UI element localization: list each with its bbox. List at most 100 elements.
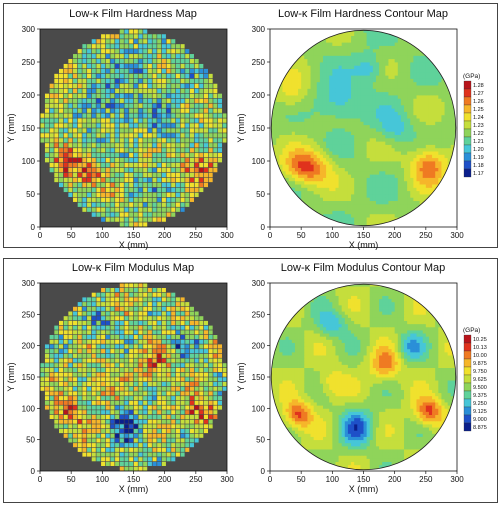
contour-cell [432,111,436,116]
contour-cell [388,134,392,139]
contour-cell [307,55,311,60]
contour-cell [385,114,389,119]
data-cell [124,118,129,123]
contour-cell [307,157,311,162]
contour-cell [344,38,349,43]
contour-cell [285,164,290,168]
contour-cell [438,88,442,93]
contour-cell [347,68,352,73]
data-cell [147,138,152,143]
contour-cell [291,184,296,188]
contour-cell [413,190,417,195]
contour-cell [416,75,420,79]
contour-cell [422,213,427,218]
contour-cell [450,197,455,201]
contour-cell [341,210,346,215]
contour-cell [375,32,380,36]
contour-cell [310,147,315,152]
data-cell [194,172,199,178]
contour-cell [438,164,442,168]
contour-cell [375,62,380,66]
contour-cell [419,157,424,162]
contour-cell [298,35,302,40]
contour-cell [379,88,383,93]
contour-cell [273,108,277,112]
data-cell [175,108,180,113]
contour-cell [441,71,445,76]
data-cell [115,133,120,138]
data-cell [194,143,199,148]
contour-cell [279,101,283,106]
contour-cell [450,200,455,205]
data-cell [124,466,129,471]
contour-cell [447,154,452,159]
contour-cell [276,118,280,122]
data-cell [110,202,115,207]
contour-cell [279,154,283,159]
contour-cell [351,154,355,159]
contour-cell [298,118,302,122]
contour-cell [313,137,318,142]
data-cell [82,54,87,59]
data-cell [180,63,185,69]
contour-cell [400,42,405,46]
contour-cell [397,170,402,175]
contour-cell [372,65,377,69]
data-cell [161,202,166,207]
contour-cell [298,38,302,43]
contour-cell [397,48,402,53]
contour-cell [400,81,405,86]
contour-cell [438,161,442,165]
contour-cell [432,71,436,76]
contour-cell [291,124,296,129]
contour-cell [450,124,455,129]
contour-cell [322,203,327,208]
data-cell [161,63,166,69]
contour-cell [391,137,396,142]
contour-cell [304,220,308,225]
contour-cell [404,81,408,86]
contour-cell [294,154,299,159]
contour-cell [404,207,408,211]
contour-cell [391,164,396,168]
contour-cell [316,154,321,159]
contour-cell [450,118,455,122]
data-cell [63,133,68,138]
contour-cell [338,131,343,135]
data-cell [203,153,208,158]
contour-cell [410,217,414,221]
contour-cell [413,35,417,40]
contour-cell [316,151,321,155]
data-cell [82,148,87,153]
contour-cell [360,48,364,53]
contour-cell [385,141,389,145]
data-cell [105,461,110,466]
contour-cell [441,111,445,116]
contour-cell [416,32,420,36]
data-cell [161,148,166,153]
contour-cell [450,42,455,46]
data-cell [59,118,64,123]
contour-cell [322,65,327,69]
data-cell [110,123,115,128]
contour-cell [363,213,368,218]
contour-cell [360,170,364,175]
contour-cell [360,203,364,208]
contour-cell [344,75,349,79]
contour-cell [432,98,436,102]
contour-cell [400,71,405,76]
data-cell [138,29,143,34]
contour-cell [304,111,308,116]
contour-cell [428,147,433,152]
contour-cell [329,141,333,145]
contour-cell [438,137,442,142]
contour-cell [363,184,368,188]
contour-cell [369,217,374,221]
contour-cell [322,42,327,46]
data-cell [208,93,213,98]
contour-cell [410,121,414,126]
contour-cell [282,81,286,86]
contour-cell [379,55,383,60]
data-cell [101,103,106,108]
data-cell [189,158,194,163]
